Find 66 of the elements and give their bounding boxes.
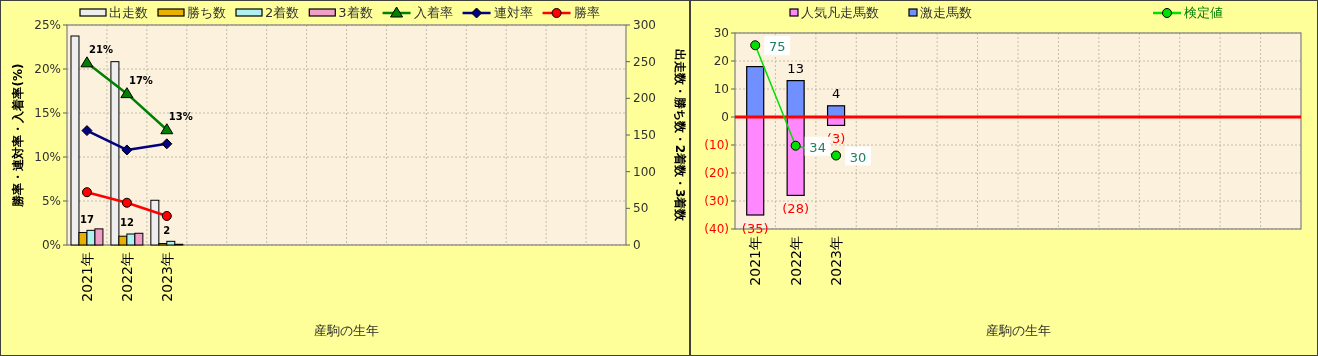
data-label: (35): [741, 221, 769, 236]
y-tick-label: 30: [713, 26, 729, 40]
point: [160, 123, 174, 135]
y-tick-label: 25%: [34, 18, 61, 32]
y-tick-label: (20): [704, 166, 729, 180]
y-tick-label: (30): [704, 194, 729, 208]
y2-tick-label: 250: [633, 54, 656, 69]
y-tick-label: 15%: [34, 106, 61, 120]
y2-axis-title: 出走数・勝ち数・2着数・3着数: [673, 48, 687, 223]
point: [81, 125, 93, 137]
x-tick-label: 2022年: [787, 236, 804, 286]
point: [120, 87, 134, 99]
y-tick-label: 20: [713, 54, 729, 68]
data-label: 4: [831, 85, 841, 101]
point: [161, 210, 172, 221]
y-tick-label: 0%: [41, 238, 61, 252]
x-tick-label: 2021年: [747, 236, 764, 286]
y2-tick-label: 150: [633, 128, 656, 142]
legend-label: 3着数: [338, 5, 373, 20]
y-axis-title: 勝率・連対率・入着率(%): [11, 63, 25, 208]
point: [80, 56, 94, 68]
data-label: 30: [849, 149, 867, 165]
legend-label: 出走数: [109, 5, 148, 20]
data-label: 2: [163, 224, 171, 236]
data-label: 12: [119, 217, 134, 229]
x-axis-title: 産駒の生年: [985, 323, 1051, 338]
legend-label: 入着率: [413, 5, 453, 20]
legend-label: 検定値: [1184, 5, 1223, 20]
data-label: 17: [80, 213, 94, 225]
legend-label: 人気凡走馬数: [801, 5, 879, 20]
data-label: (28): [782, 201, 809, 217]
x-tick-label: 2022年: [118, 252, 135, 302]
y-tick-label: (10): [704, 138, 729, 152]
y2-tick-label: 100: [633, 164, 656, 179]
y-tick-label: 10: [713, 82, 729, 96]
legend-label: 勝ち数: [187, 5, 226, 20]
y2-tick-label: 50: [633, 201, 649, 216]
y2-tick-label: 300: [633, 18, 656, 32]
point: [161, 138, 173, 150]
bar: [746, 66, 765, 118]
data-label: 13: [787, 60, 804, 76]
legend-label: 連対率: [493, 5, 533, 20]
x-axis-title: 産駒の生年: [314, 323, 379, 338]
point: [81, 187, 92, 198]
bar: [786, 80, 805, 118]
bar: [746, 116, 765, 216]
data-label: 75: [768, 39, 786, 55]
point: [121, 197, 132, 208]
y-tick-label: 5%: [41, 194, 61, 208]
y2-tick-label: 0: [633, 238, 641, 252]
data-label: 34: [809, 139, 826, 155]
y-tick-label: 20%: [34, 62, 61, 76]
legend-label: 勝率: [573, 5, 600, 20]
y-tick-label: (40): [704, 222, 729, 236]
x-tick-label: 2023年: [158, 252, 175, 302]
legend-label: 2着数: [265, 5, 300, 20]
data-label: 17%: [128, 74, 153, 86]
x-tick-label: 2021年: [78, 252, 95, 302]
x-tick-label: 2023年: [828, 236, 845, 286]
data-label: 13%: [168, 110, 193, 122]
legend-label: 激走馬数: [920, 5, 972, 20]
y-tick-label: 0: [721, 110, 729, 124]
y-tick-label: 10%: [34, 150, 61, 164]
data-label: 21%: [89, 43, 113, 55]
y2-tick-label: 200: [633, 91, 656, 106]
point: [121, 144, 133, 156]
